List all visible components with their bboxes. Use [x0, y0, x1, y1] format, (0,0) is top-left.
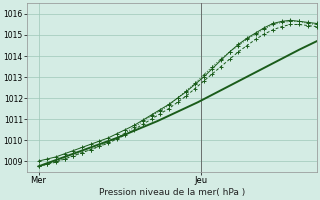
X-axis label: Pression niveau de la mer( hPa ): Pression niveau de la mer( hPa ) [99, 188, 245, 197]
